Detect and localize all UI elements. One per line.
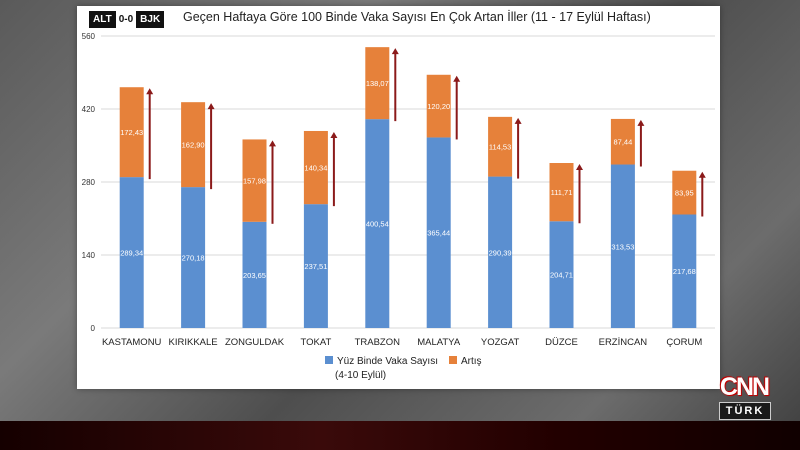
y-tick-label-280: 280 <box>82 178 96 187</box>
bar-base-8 <box>610 164 635 328</box>
x-category-label-5: MALATYA <box>417 337 461 348</box>
bar-increase-8 <box>610 118 635 165</box>
y-tick-label-560: 560 <box>82 32 96 41</box>
bar-increase-2 <box>242 139 267 222</box>
y-tick-label-420: 420 <box>82 105 96 114</box>
x-category-label-9: ÇORUM <box>666 337 702 348</box>
data-label-increase-4: 138,07 <box>366 79 389 88</box>
broadcast-footer-bar <box>0 421 800 450</box>
increase-arrow-head-8 <box>637 119 645 126</box>
data-label-increase-7: 111,71 <box>551 188 573 197</box>
data-label-base-9: 217,68 <box>673 267 696 276</box>
cnn-turk-logo: CNN TÜRK <box>716 374 772 420</box>
increase-arrow-head-7 <box>576 164 583 171</box>
increase-arrow-head-1 <box>207 103 215 110</box>
x-category-label-4: TRABZON <box>355 337 401 348</box>
x-category-label-7: DÜZCE <box>545 337 578 348</box>
data-label-base-1: 270,18 <box>182 254 205 263</box>
data-label-base-5: 365,44 <box>427 229 450 238</box>
bar-base-1 <box>181 187 206 328</box>
legend-label-base-line1: Yüz Binde Vaka Sayısı <box>337 356 438 367</box>
data-label-increase-5: 120,20 <box>427 102 450 111</box>
data-label-base-3: 237,51 <box>304 262 327 271</box>
bar-increase-1 <box>181 102 206 188</box>
bar-increase-0 <box>119 87 144 178</box>
increase-arrow-head-4 <box>391 48 399 55</box>
away-team: BJK <box>140 14 161 25</box>
y-tick-label-0: 0 <box>91 324 96 333</box>
data-label-base-8: 313,53 <box>611 242 634 251</box>
y-tick-label-140: 140 <box>82 251 96 260</box>
data-label-base-4: 400,54 <box>366 220 389 229</box>
chart-panel: ALT 0-0 BJK Geçen Haftaya Göre 100 Binde… <box>77 6 720 389</box>
x-category-label-2: ZONGULDAK <box>225 337 285 348</box>
logo-sub: TÜRK <box>719 402 771 420</box>
bar-increase-6 <box>488 116 513 177</box>
bar-increase-7 <box>549 163 574 222</box>
x-category-label-0: KASTAMONU <box>102 337 162 348</box>
bar-increase-9 <box>672 170 697 215</box>
legend-swatch-increase <box>449 356 457 364</box>
bar-increase-3 <box>303 130 328 205</box>
increase-arrow-head-5 <box>453 75 461 82</box>
bar-base-0 <box>119 177 144 328</box>
bar-base-6 <box>488 176 513 328</box>
data-label-increase-9: 83,95 <box>675 189 694 198</box>
increase-arrow-head-2 <box>269 140 276 147</box>
bar-increase-5 <box>426 74 451 138</box>
increase-arrow-head-6 <box>514 117 522 124</box>
stacked-bar-chart: 0 140 280 420 560 289,34 172,43 KASTAMONU 270,18… <box>82 32 715 381</box>
legend-swatch-base <box>325 356 333 364</box>
x-category-label-8: ERZİNCAN <box>599 337 648 348</box>
data-label-base-2: 203,65 <box>243 271 266 280</box>
x-category-label-1: KIRIKKALE <box>169 337 218 348</box>
legend-label-increase: Artış <box>461 356 482 367</box>
scoreboard-badge: ALT 0-0 BJK <box>89 11 165 28</box>
bar-base-5 <box>426 137 451 328</box>
x-category-label-3: TOKAT <box>301 337 332 348</box>
increase-arrow-head-0 <box>146 88 154 95</box>
increase-arrow-head-9 <box>698 171 706 178</box>
data-label-increase-1: 162,90 <box>182 141 205 150</box>
increase-arrow-head-3 <box>330 131 338 138</box>
bar-base-2 <box>242 221 267 328</box>
data-label-base-0: 289,34 <box>120 249 143 258</box>
chart-title: Geçen Haftaya Göre 100 Binde Vaka Sayısı… <box>183 10 651 24</box>
home-team: ALT <box>93 14 112 25</box>
bar-base-7 <box>549 221 574 328</box>
data-label-increase-2: 157,98 <box>243 177 266 186</box>
logo-brand: CNN <box>719 373 770 401</box>
data-label-base-6: 290,39 <box>489 248 512 257</box>
data-label-base-7: 204,71 <box>550 271 573 280</box>
bar-base-3 <box>303 204 328 328</box>
bar-base-9 <box>672 214 697 328</box>
match-score: 0-0 <box>115 11 137 28</box>
data-label-increase-3: 140,34 <box>304 164 327 173</box>
legend-label-base-line2: (4-10 Eylül) <box>335 370 386 381</box>
data-label-increase-6: 114,53 <box>489 143 511 152</box>
bar-base-4 <box>365 119 390 328</box>
data-label-increase-8: 87,44 <box>614 138 633 147</box>
x-category-label-6: YOZGAT <box>481 337 520 348</box>
bar-increase-4 <box>365 47 390 120</box>
data-label-increase-0: 172,43 <box>120 128 143 137</box>
